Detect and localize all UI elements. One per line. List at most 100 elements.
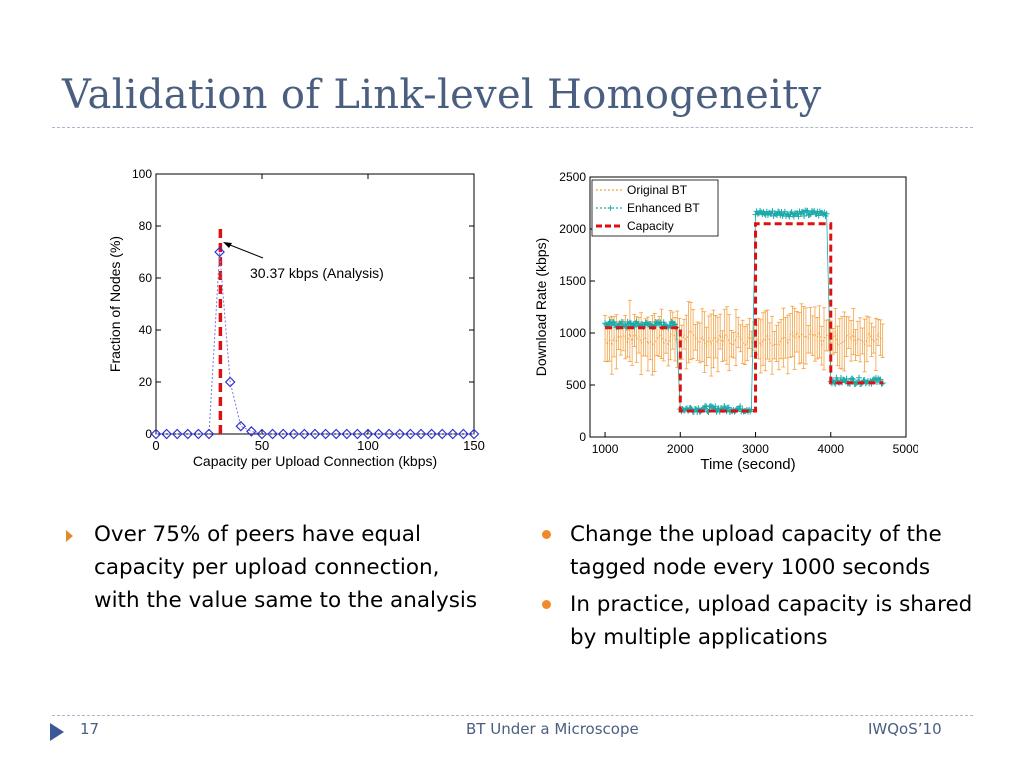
- original-line-segment: [744, 342, 748, 346]
- original-line-segment: [866, 331, 870, 340]
- original-line-segment: [726, 335, 730, 343]
- y-axis-label: Fraction of Nodes (%): [108, 236, 123, 372]
- enhanced-point: [702, 403, 709, 410]
- enhanced-point: [618, 318, 625, 325]
- data-point: [235, 420, 247, 432]
- x-axis-label: Capacity per Upload Connection (kbps): [193, 453, 437, 469]
- dot-bullet-icon: [542, 600, 551, 609]
- original-line-segment: [877, 332, 881, 338]
- footer-title: BT Under a Microscope: [466, 720, 639, 738]
- original-line-segment: [823, 335, 827, 339]
- x-tick-label: 150: [463, 438, 485, 453]
- data-point: [161, 428, 172, 440]
- x-tick-label: 100: [357, 438, 379, 453]
- original-line-segment: [606, 339, 610, 345]
- data-point: [352, 428, 363, 440]
- original-line-segment: [647, 340, 651, 345]
- original-line-segment: [807, 330, 811, 340]
- original-line-segment: [613, 336, 617, 342]
- original-line-segment: [618, 335, 622, 339]
- enhanced-point: [843, 375, 850, 382]
- play-arrow-icon: [50, 723, 64, 741]
- enhanced-line-segment: [663, 322, 666, 326]
- original-line-segment: [880, 337, 883, 341]
- original-line-segment: [742, 341, 746, 346]
- original-line-segment: [751, 336, 755, 344]
- data-point: [288, 428, 300, 440]
- y-tick-label: 100: [132, 167, 152, 181]
- original-line-segment: [767, 334, 771, 343]
- enhanced-line-segment: [855, 382, 857, 385]
- enhanced-line-segment: [826, 213, 832, 382]
- enhanced-line-segment: [636, 321, 639, 325]
- enhanced-line-segment: [645, 322, 647, 324]
- original-line-segment: [864, 338, 868, 346]
- original-line-segment: [780, 337, 784, 340]
- original-line-segment: [805, 335, 809, 340]
- enhanced-line-segment: [842, 379, 845, 381]
- enhanced-line-segment: [613, 322, 616, 326]
- original-line-segment: [636, 335, 640, 340]
- enhanced-line-segment: [684, 408, 687, 411]
- data-point: [405, 428, 416, 440]
- legend: Original BT + Enhanced BT Capacity: [591, 179, 719, 237]
- original-line-segment: [776, 343, 780, 347]
- x-tick-label: 50: [255, 438, 269, 453]
- original-line-segment: [683, 334, 687, 343]
- enhanced-line-segment: [834, 377, 837, 385]
- enhanced-line-segment: [612, 321, 615, 324]
- original-line-segment: [611, 336, 615, 346]
- analysis-series-line: [156, 251, 474, 435]
- enhanced-line-segment: [675, 327, 681, 410]
- enhanced-line-segment: [671, 321, 674, 324]
- original-line-segment: [681, 334, 685, 343]
- original-line-segment: [699, 335, 703, 344]
- data-point: [299, 428, 310, 440]
- enhanced-line-segment: [720, 407, 723, 410]
- bullet-text: Over 75% of peers have equal capacity pe…: [94, 522, 478, 613]
- original-line-segment: [690, 330, 694, 335]
- original-line-segment: [658, 333, 662, 337]
- left-bullet-list: Over 75% of peers have equal capacity pe…: [62, 518, 482, 621]
- original-line-segment: [801, 333, 804, 338]
- page-number: 17: [80, 720, 100, 738]
- original-line-segment: [862, 340, 865, 346]
- y-tick-label: 0: [145, 427, 152, 441]
- data-point: [320, 428, 331, 440]
- y-tick-label: 20: [139, 375, 153, 389]
- original-line-segment: [837, 343, 841, 347]
- enhanced-line-segment: [716, 409, 718, 413]
- original-line-segment: [855, 338, 859, 346]
- original-line-segment: [753, 335, 757, 340]
- original-line-segment: [625, 337, 628, 344]
- original-line-segment: [715, 336, 719, 345]
- original-line-segment: [764, 334, 768, 342]
- enhanced-line-segment: [749, 409, 752, 412]
- original-line-segment: [722, 334, 726, 347]
- enhanced-line-segment: [649, 323, 652, 326]
- original-line-segment: [848, 332, 852, 341]
- original-line-segment: [810, 330, 814, 336]
- original-line-segment: [839, 342, 843, 344]
- enhanced-line-segment: [711, 406, 714, 408]
- data-point: [394, 428, 406, 440]
- dot-bullet-icon: [542, 530, 551, 539]
- legend-label-original: Original BT: [627, 183, 688, 197]
- data-point: [277, 428, 289, 440]
- original-line-segment: [692, 333, 696, 338]
- original-line-segment: [769, 341, 773, 346]
- data-point: [383, 428, 395, 440]
- original-line-segment: [652, 342, 655, 346]
- data-point: [224, 376, 236, 388]
- original-line-segment: [719, 331, 723, 347]
- data-point: [415, 428, 427, 440]
- y-tick-label: 500: [566, 378, 586, 392]
- original-line-segment: [792, 331, 795, 339]
- x-axis-label: Time (second): [700, 456, 795, 473]
- original-line-segment: [737, 332, 741, 339]
- enhanced-line-segment: [629, 322, 632, 324]
- y-tick-label: 1500: [559, 274, 586, 288]
- original-line-segment: [857, 338, 861, 341]
- annotation-arrowhead: [223, 242, 232, 248]
- original-line-segment: [746, 333, 750, 343]
